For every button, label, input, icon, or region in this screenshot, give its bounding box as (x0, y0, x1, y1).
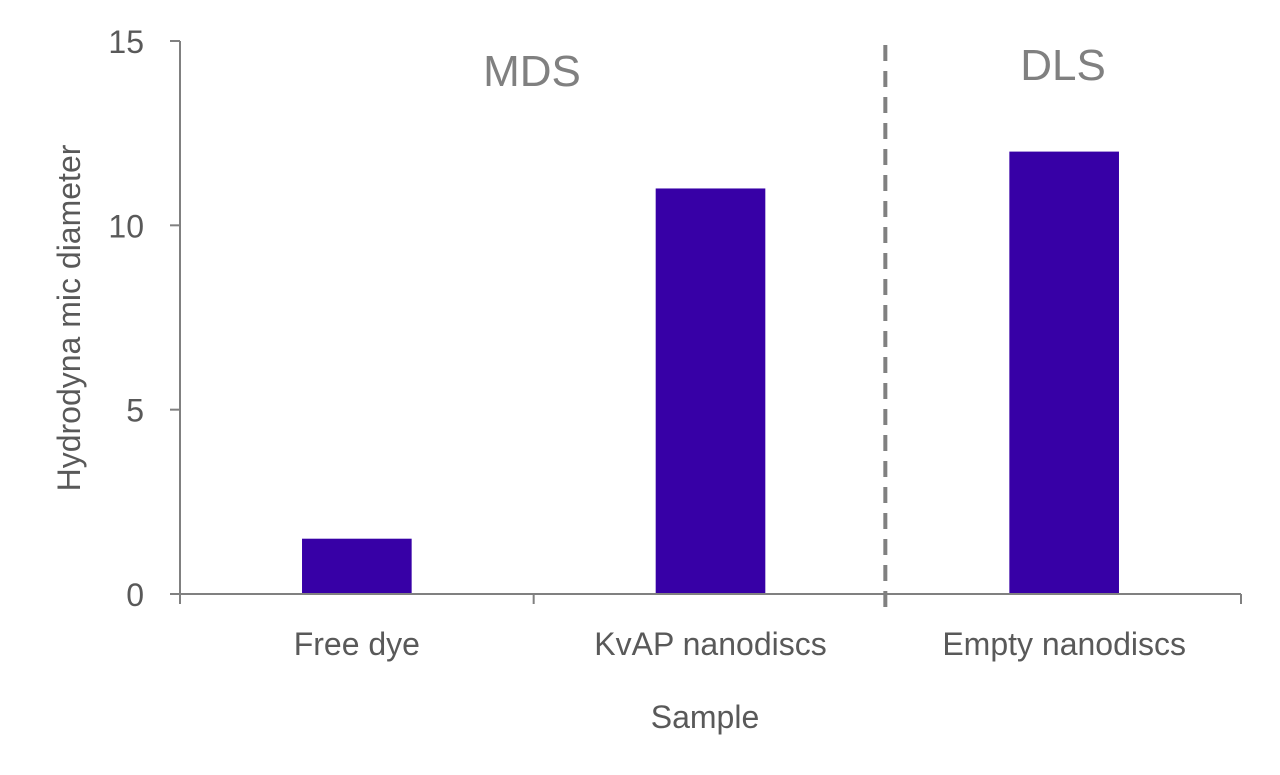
bar-empty-nanodiscs (1009, 151, 1119, 594)
x-tick-label: Free dye (294, 626, 420, 662)
y-tick-label: 10 (108, 208, 144, 244)
annotation-mds: MDS (483, 47, 581, 96)
x-tick-label: Empty nanodiscs (942, 626, 1186, 662)
x-axis-label: Sample (651, 699, 760, 735)
bar-kvap-nanodiscs (655, 188, 766, 594)
y-tick-label: 0 (126, 577, 144, 613)
x-tick-label: KvAP nanodiscs (594, 626, 826, 662)
annotation-dls: DLS (1020, 41, 1106, 90)
y-axis-label: Hydrodyna mic diameter (51, 144, 87, 491)
y-tick-label: 15 (108, 24, 144, 60)
y-tick-label: 5 (126, 393, 144, 429)
bar-free-dye (302, 538, 412, 594)
